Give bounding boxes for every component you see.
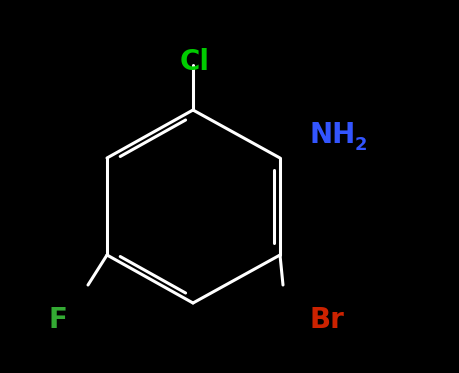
Text: Cl: Cl <box>179 48 210 76</box>
Text: F: F <box>49 306 67 334</box>
Text: NH: NH <box>309 121 355 149</box>
Text: Br: Br <box>309 306 344 334</box>
Text: 2: 2 <box>354 136 367 154</box>
